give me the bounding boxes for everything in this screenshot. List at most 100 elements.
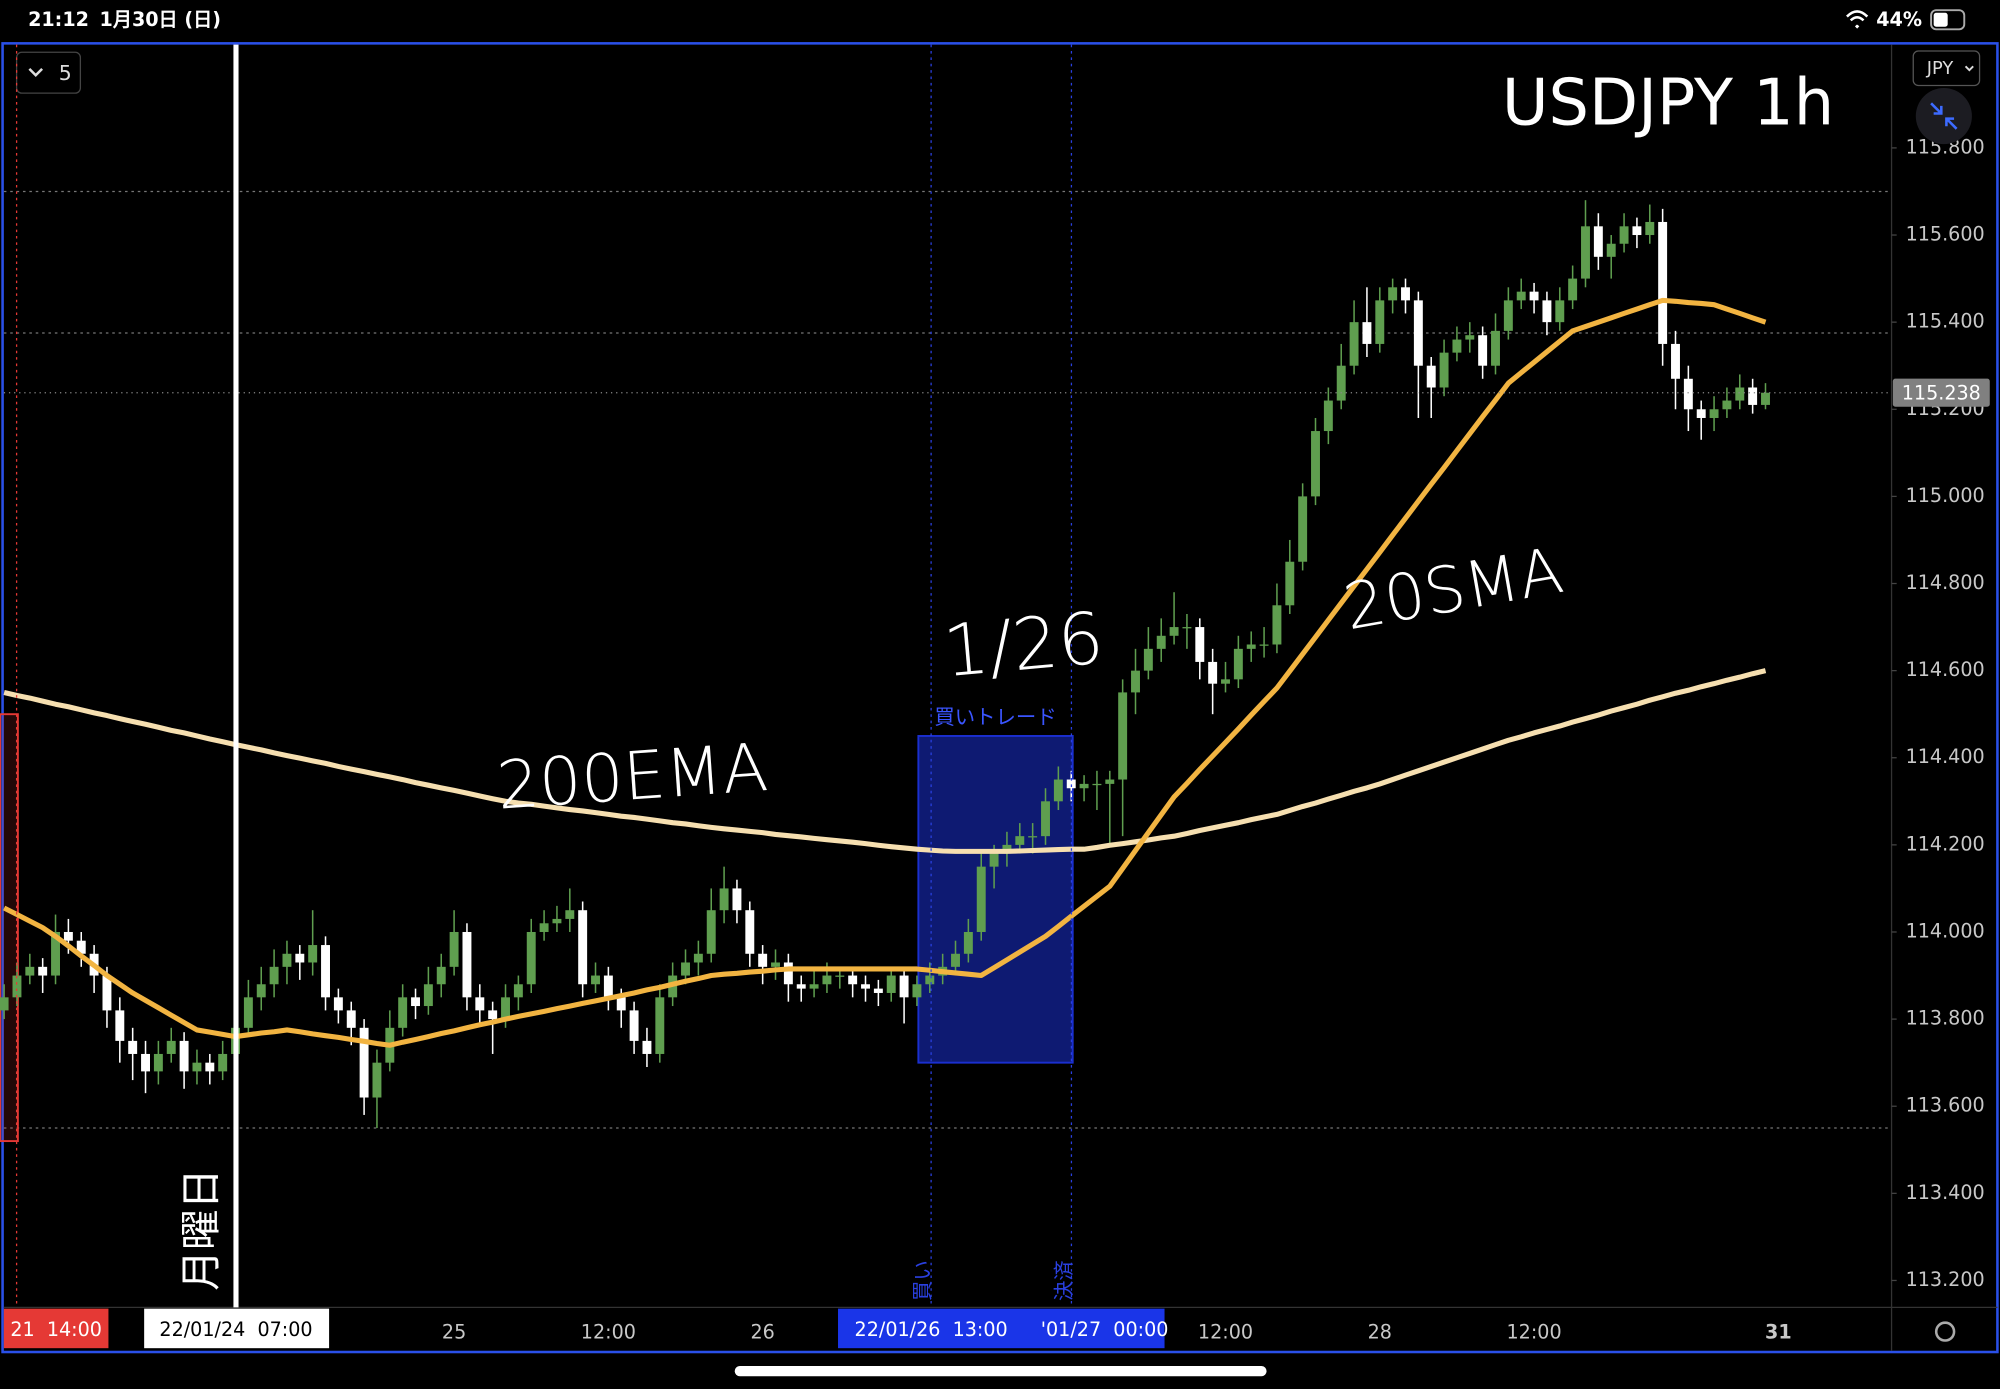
candle-body: [758, 953, 768, 967]
candle-body: [1542, 300, 1552, 323]
candle-body: [1015, 836, 1025, 845]
candle-body: [1079, 783, 1089, 789]
candle-body: [76, 940, 86, 954]
candle-body: [423, 984, 433, 1007]
candle-body: [1388, 287, 1398, 301]
candle-body: [501, 997, 510, 1020]
status-time: 21:12: [28, 8, 89, 31]
settle-note: 決済: [1052, 1260, 1076, 1301]
candle-body: [128, 1040, 138, 1054]
x-tick-label: 25: [442, 1320, 466, 1343]
candle-body: [771, 962, 780, 967]
candle-body: [192, 1062, 202, 1072]
wifi-icon: [1846, 10, 1869, 29]
candle-body: [218, 1053, 228, 1072]
chart-title: USDJPY 1h: [1502, 67, 1834, 141]
candle-body: [873, 988, 883, 993]
candle-body: [1516, 291, 1526, 301]
chevron-icon: [28, 67, 44, 78]
candle-body: [102, 975, 112, 1011]
candle-body: [1375, 300, 1385, 344]
candle-body: [1696, 409, 1706, 418]
candle-body: [462, 931, 472, 998]
candle-body: [1272, 605, 1282, 645]
candle-body: [681, 962, 690, 976]
candle-body: [565, 910, 575, 919]
settings-icon[interactable]: [1934, 1321, 1956, 1342]
trade-box: [917, 735, 1074, 1064]
x-tick-label: 28: [1368, 1320, 1392, 1343]
crosshair-time-label: 22/01/24 07:00: [159, 1318, 312, 1341]
candle-body: [1671, 343, 1680, 379]
candle-body: [1413, 300, 1423, 366]
candle-body: [449, 931, 459, 967]
candle-body: [552, 918, 562, 924]
candle-body: [308, 945, 318, 963]
candle-body: [578, 910, 588, 985]
candle-body: [1722, 400, 1732, 410]
x-tick-label: 12:00: [581, 1320, 636, 1343]
candle-body: [1658, 221, 1668, 344]
candle-body: [976, 866, 986, 932]
candle-body: [398, 997, 408, 1028]
box-label: 買いトレード: [934, 705, 1056, 729]
candle-body: [1632, 226, 1642, 236]
currency-button[interactable]: [1912, 50, 1981, 87]
y-tick-label: 113.200: [1906, 1268, 1985, 1291]
x-tick-label: 26: [750, 1320, 774, 1343]
candle-body: [642, 1040, 652, 1054]
candle-body: [1683, 378, 1693, 410]
collapse-button[interactable]: [1915, 88, 1972, 145]
entry-time-label: 22/01/26 13:00: [855, 1318, 1008, 1341]
candle-body: [346, 1010, 356, 1028]
y-tick-label: 113.400: [1906, 1181, 1985, 1204]
candle-body: [1465, 335, 1475, 340]
candle-body: [1221, 679, 1230, 684]
candle-body: [1143, 648, 1153, 671]
candle-body: [1362, 322, 1372, 344]
candle-body: [1208, 661, 1218, 684]
candle-body: [488, 1010, 498, 1020]
candle-body: [1298, 496, 1308, 562]
candle-body: [989, 853, 999, 867]
interval-count: 5: [59, 61, 72, 85]
candle-body: [526, 931, 536, 985]
crosshair-time-box: [144, 1308, 330, 1349]
y-tick-label: 113.600: [1906, 1094, 1985, 1117]
candle-body: [256, 984, 266, 998]
candle-body: [1285, 561, 1295, 606]
candle-body: [1131, 670, 1140, 693]
candle-body: [1028, 836, 1038, 838]
candle-body: [115, 1010, 125, 1041]
candle-body: [1259, 644, 1269, 646]
candle-body: [1156, 635, 1166, 649]
candle-body: [693, 953, 703, 963]
candle-body: [1105, 779, 1115, 784]
collapse-icon: [1930, 102, 1958, 130]
y-tick-label: 114.600: [1906, 658, 1985, 681]
trade-box: [0, 713, 19, 1143]
candle-body: [1529, 291, 1539, 301]
candle-body: [1645, 221, 1655, 236]
battery-icon: [1930, 9, 1966, 31]
y-tick-label: 115.000: [1906, 484, 1985, 507]
y-tick-label: 115.600: [1906, 223, 1985, 246]
candle-body: [848, 975, 858, 985]
candle-body: [1735, 387, 1745, 401]
candle-body: [1439, 352, 1449, 388]
candle-body: [925, 975, 935, 985]
candle-body: [1349, 322, 1359, 366]
candle-body: [282, 953, 292, 967]
buy-note: 買い: [910, 1260, 934, 1301]
plot-area: 113.200 113.400 113.600 113.800 114.000 114.2…: [0, 135, 1985, 1343]
candle-body: [1593, 226, 1603, 257]
last-price-label: 115.238: [1902, 381, 1981, 404]
candle-body: [411, 997, 420, 1007]
candle-body: [153, 1053, 163, 1072]
candle-body: [179, 1040, 189, 1072]
candle-body: [166, 1040, 176, 1054]
y-tick-label: 114.200: [1906, 832, 1985, 855]
left-time-box: [3, 1308, 109, 1349]
candle-body: [1748, 387, 1758, 405]
